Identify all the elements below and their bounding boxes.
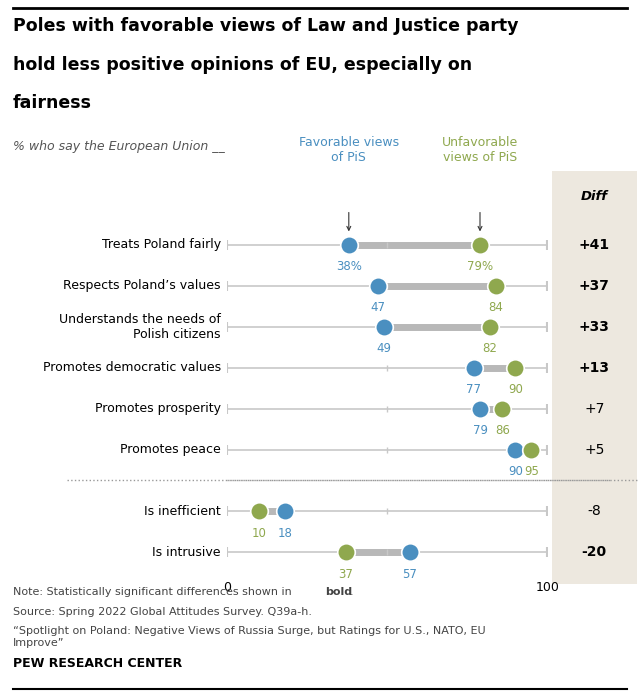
Text: 57: 57 <box>402 568 417 581</box>
Point <box>340 547 351 558</box>
Text: 95: 95 <box>524 466 539 478</box>
Text: +13: +13 <box>579 361 610 375</box>
Text: +5: +5 <box>584 442 604 456</box>
Text: -8: -8 <box>588 504 601 518</box>
Text: Note: Statistically significant differences shown in: Note: Statistically significant differen… <box>13 587 295 597</box>
Point <box>484 321 495 332</box>
Text: Treats Poland fairly: Treats Poland fairly <box>102 238 221 251</box>
Text: -20: -20 <box>582 545 607 559</box>
Text: Diff: Diff <box>580 189 608 203</box>
Text: fairness: fairness <box>13 94 92 113</box>
Text: PEW RESEARCH CENTER: PEW RESEARCH CENTER <box>13 657 182 670</box>
Text: 82: 82 <box>482 343 497 355</box>
Text: +33: +33 <box>579 319 610 333</box>
Text: 47: 47 <box>370 301 385 315</box>
Text: bold: bold <box>325 587 352 597</box>
Text: % who say the European Union __: % who say the European Union __ <box>13 140 225 153</box>
Point <box>510 362 520 373</box>
Point <box>344 239 354 250</box>
Text: Favorable views
of PiS: Favorable views of PiS <box>299 136 399 164</box>
Text: Understands the needs of
Polish citizens: Understands the needs of Polish citizens <box>59 312 221 340</box>
Text: Promotes prosperity: Promotes prosperity <box>95 402 221 415</box>
Text: +41: +41 <box>579 238 610 252</box>
Point <box>491 280 501 291</box>
Text: 10: 10 <box>252 526 267 540</box>
Text: “Spotlight on Poland: Negative Views of Russia Surge, but Ratings for U.S., NATO: “Spotlight on Poland: Negative Views of … <box>13 626 485 648</box>
Text: 84: 84 <box>488 301 504 315</box>
Text: 79%: 79% <box>467 260 493 273</box>
Text: 37: 37 <box>338 568 353 581</box>
Point <box>254 505 264 517</box>
Text: Unfavorable
views of PiS: Unfavorable views of PiS <box>442 136 518 164</box>
Point <box>497 403 508 415</box>
Text: 18: 18 <box>277 526 292 540</box>
Point <box>379 321 389 332</box>
Text: Is inefficient: Is inefficient <box>144 505 221 518</box>
Text: 90: 90 <box>508 466 523 478</box>
Text: .: . <box>349 587 353 597</box>
Text: 79: 79 <box>472 424 488 438</box>
Text: +37: +37 <box>579 279 610 293</box>
Text: 90: 90 <box>508 383 523 396</box>
Text: Poles with favorable views of Law and Justice party: Poles with favorable views of Law and Ju… <box>13 17 518 36</box>
Text: Respects Poland’s values: Respects Poland’s values <box>63 279 221 292</box>
Point <box>526 444 536 455</box>
Text: 86: 86 <box>495 424 510 438</box>
Point <box>468 362 479 373</box>
Text: Promotes peace: Promotes peace <box>120 443 221 456</box>
Point <box>475 403 485 415</box>
Point <box>510 444 520 455</box>
Text: Is intrusive: Is intrusive <box>152 546 221 559</box>
Text: 77: 77 <box>466 383 481 396</box>
Point <box>372 280 383 291</box>
Text: hold less positive opinions of EU, especially on: hold less positive opinions of EU, espec… <box>13 56 472 74</box>
Point <box>280 505 290 517</box>
Point <box>475 239 485 250</box>
Text: 38%: 38% <box>336 260 362 273</box>
Text: 49: 49 <box>376 343 392 355</box>
Point <box>404 547 415 558</box>
Text: +7: +7 <box>584 402 604 416</box>
Text: Source: Spring 2022 Global Attitudes Survey. Q39a-h.: Source: Spring 2022 Global Attitudes Sur… <box>13 607 312 617</box>
Text: Promotes democratic values: Promotes democratic values <box>43 361 221 374</box>
